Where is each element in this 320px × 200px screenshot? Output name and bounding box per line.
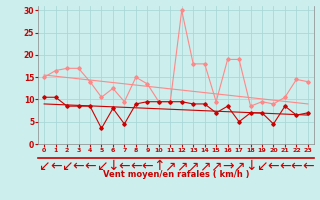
X-axis label: Vent moyen/en rafales ( km/h ): Vent moyen/en rafales ( km/h ) (103, 170, 249, 179)
